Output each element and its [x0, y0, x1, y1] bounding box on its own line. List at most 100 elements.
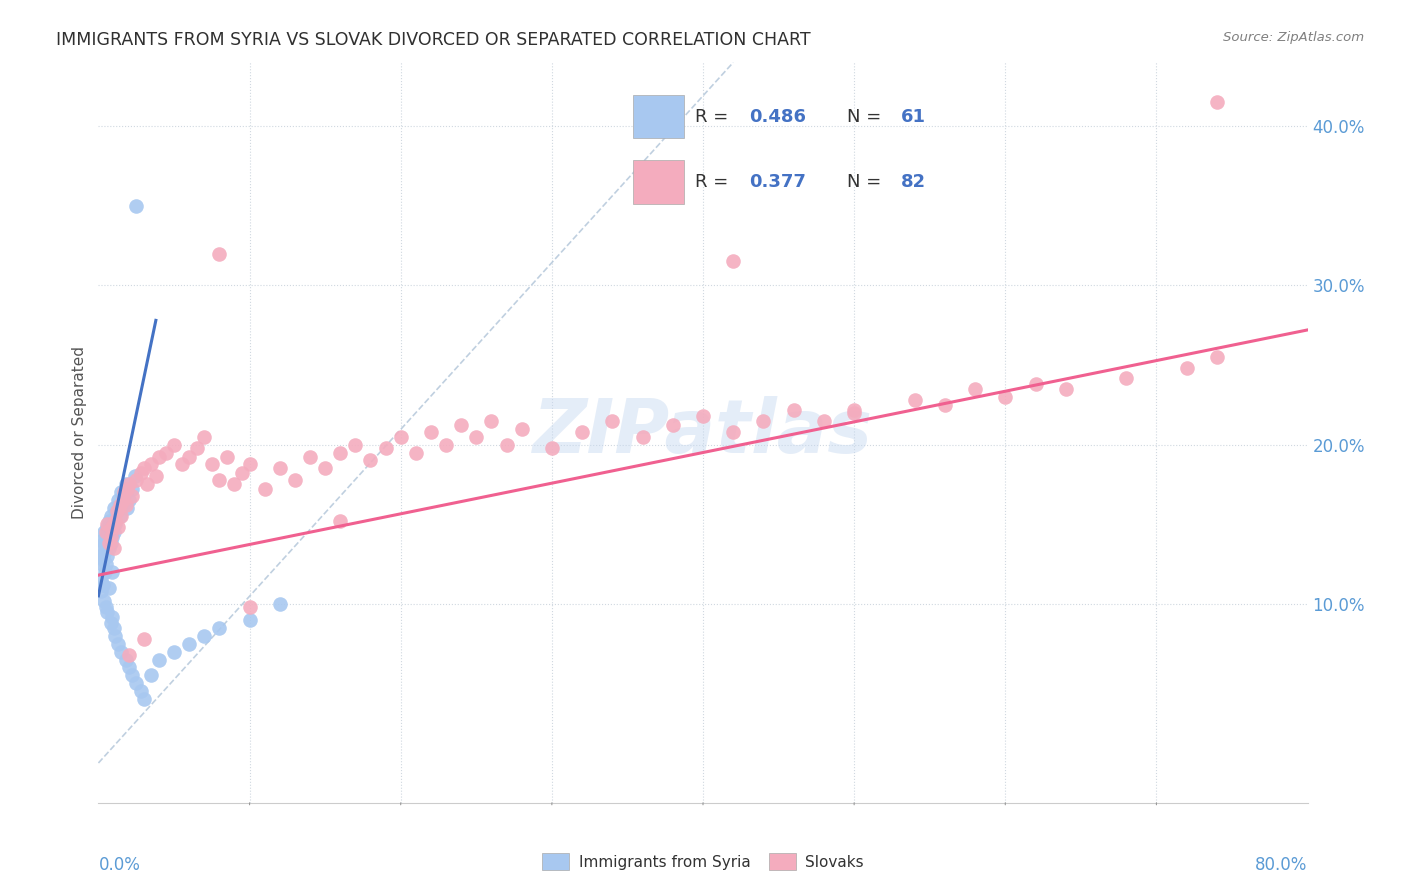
Text: 80.0%: 80.0%: [1256, 856, 1308, 874]
Point: [107, 520, 129, 534]
Point: [661, 418, 683, 433]
Point: [170, 457, 193, 471]
Point: [540, 441, 562, 455]
Point: [90, 549, 112, 563]
Point: [105, 504, 128, 518]
Point: [495, 437, 517, 451]
Point: [299, 450, 322, 465]
Point: [91, 533, 114, 547]
Point: [723, 425, 745, 439]
Point: [125, 473, 148, 487]
Point: [186, 441, 208, 455]
Text: IMMIGRANTS FROM SYRIA VS SLOVAK DIVORCED OR SEPARATED CORRELATION CHART: IMMIGRANTS FROM SYRIA VS SLOVAK DIVORCED…: [56, 31, 811, 49]
Legend: Immigrants from Syria, Slovaks: Immigrants from Syria, Slovaks: [536, 847, 870, 877]
Point: [114, 652, 136, 666]
Point: [98, 514, 121, 528]
Point: [118, 493, 141, 508]
Point: [96, 605, 118, 619]
Point: [135, 477, 157, 491]
Point: [94, 525, 117, 540]
Point: [269, 461, 291, 475]
Point: [129, 467, 152, 481]
Point: [141, 668, 163, 682]
Point: [224, 477, 246, 491]
Point: [1115, 370, 1137, 384]
Point: [129, 684, 152, 698]
Point: [329, 445, 352, 459]
Point: [163, 644, 186, 658]
Point: [91, 557, 114, 571]
Point: [103, 621, 125, 635]
Point: [108, 509, 131, 524]
Point: [118, 648, 141, 662]
Point: [104, 517, 127, 532]
Point: [90, 541, 112, 555]
Point: [284, 473, 307, 487]
Point: [114, 498, 136, 512]
Point: [101, 565, 124, 579]
Point: [1054, 382, 1077, 396]
Point: [1175, 361, 1198, 376]
Point: [125, 676, 148, 690]
Point: [692, 409, 714, 423]
Point: [208, 473, 231, 487]
Point: [571, 425, 593, 439]
Point: [104, 514, 127, 528]
Point: [481, 414, 503, 428]
Point: [145, 469, 167, 483]
Point: [1206, 350, 1229, 364]
Point: [994, 390, 1017, 404]
Point: [752, 414, 775, 428]
Point: [193, 629, 215, 643]
Point: [253, 482, 276, 496]
Point: [101, 530, 124, 544]
Point: [148, 652, 170, 666]
Point: [602, 414, 624, 428]
Point: [125, 199, 148, 213]
Point: [465, 429, 488, 443]
Point: [420, 425, 443, 439]
Point: [105, 504, 128, 518]
Point: [101, 609, 124, 624]
Point: [103, 541, 125, 555]
Point: [208, 621, 231, 635]
Point: [100, 536, 122, 550]
Point: [132, 692, 155, 706]
Point: [103, 525, 125, 540]
Point: [96, 549, 118, 563]
Point: [904, 392, 927, 407]
Point: [118, 477, 141, 491]
Point: [374, 441, 396, 455]
Point: [94, 530, 117, 544]
Point: [107, 637, 129, 651]
Point: [94, 599, 117, 614]
Point: [96, 520, 118, 534]
Point: [1206, 95, 1229, 110]
Point: [101, 520, 124, 534]
Point: [98, 536, 121, 550]
Point: [90, 584, 112, 599]
Point: [112, 489, 135, 503]
Point: [450, 418, 472, 433]
Point: [193, 429, 215, 443]
Point: [269, 597, 291, 611]
Y-axis label: Divorced or Separated: Divorced or Separated: [72, 346, 87, 519]
Point: [93, 525, 115, 540]
Point: [360, 453, 382, 467]
Point: [93, 536, 115, 550]
Point: [132, 461, 155, 475]
Point: [344, 437, 367, 451]
Point: [91, 577, 114, 591]
Point: [110, 644, 132, 658]
Point: [148, 450, 170, 465]
Point: [100, 509, 122, 524]
Point: [108, 498, 131, 512]
Point: [231, 467, 253, 481]
Point: [94, 565, 117, 579]
Point: [114, 477, 136, 491]
Point: [934, 398, 956, 412]
Point: [155, 445, 177, 459]
Point: [103, 501, 125, 516]
Point: [965, 382, 987, 396]
Text: 0.0%: 0.0%: [98, 856, 141, 874]
